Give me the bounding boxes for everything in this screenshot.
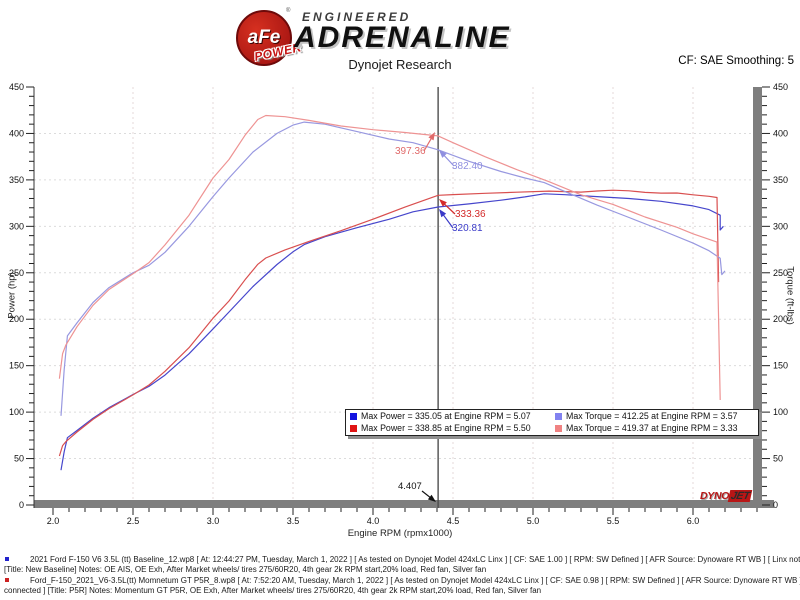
svg-text:4.0: 4.0 (367, 516, 380, 526)
legend-box[interactable]: Max Power = 335.05 at Engine RPM = 5.07 … (345, 409, 759, 436)
dynojet-logo-jet: JET (727, 490, 753, 502)
y-axis-ticks: 0 0 50 50 100 100 150 150 200 200 250 250 300 300 350 3… (9, 82, 788, 510)
afe-filter-icon: aFe (236, 10, 292, 66)
adrenaline-text: ADRENALINE (294, 21, 511, 54)
svg-text:100: 100 (9, 407, 24, 417)
legend-text: Max Torque = 412.25 at Engine RPM = 3.57 (566, 411, 738, 421)
afe-power-logo: aFe ® POWER ENGINEERED ADRENALINE (228, 4, 588, 66)
baseline-run-info-line2: [Title: New Baseline] Notes: OE AIS, OE … (4, 565, 487, 574)
afe-logo-text: aFe (247, 27, 281, 48)
svg-text:150: 150 (9, 361, 24, 371)
svg-text:6.0: 6.0 (687, 516, 700, 526)
legend-text: Max Power = 338.85 at Engine RPM = 5.50 (361, 423, 531, 433)
gridlines (34, 87, 753, 500)
p5r-torque-curve (58, 114, 721, 401)
annotation-arrow-cursor (421, 490, 436, 502)
svg-text:300: 300 (9, 221, 24, 231)
dynojet-logo-dyno: DYNO (700, 490, 730, 502)
p5r-power-curve (58, 189, 720, 457)
right-axis-bar (753, 87, 762, 508)
svg-text:50: 50 (14, 454, 24, 464)
svg-text:400: 400 (9, 128, 24, 138)
svg-text:300: 300 (773, 221, 788, 231)
svg-text:4.5: 4.5 (447, 516, 460, 526)
svg-text:150: 150 (773, 361, 788, 371)
p5r-power-swatch (350, 424, 357, 432)
svg-text:3.0: 3.0 (207, 516, 220, 526)
annotation-arrow-power-blue (439, 209, 454, 229)
svg-text:250: 250 (9, 268, 24, 278)
baseline-run-bullet (5, 557, 9, 561)
svg-text:5.0: 5.0 (527, 516, 540, 526)
svg-text:450: 450 (9, 82, 24, 92)
annotation-arrow-torque-red (423, 132, 435, 152)
p5r-run-info-line2: connected ] [Title: P5R] Notes: Momentum… (4, 586, 542, 595)
p5r-torque-swatch (555, 424, 562, 432)
svg-text:350: 350 (773, 175, 788, 185)
svg-text:100: 100 (773, 407, 788, 417)
baseline-power-swatch (350, 412, 357, 420)
annotation-arrow-torque-blue (439, 150, 455, 167)
svg-text:400: 400 (773, 128, 788, 138)
x-axis-title: Engine RPM (rpmx1000) (347, 528, 453, 539)
svg-text:450: 450 (773, 82, 788, 92)
p5r-run-bullet (5, 578, 9, 582)
registered-mark: ® (286, 8, 291, 14)
legend-item-max-power-baseline: Max Power = 335.05 at Engine RPM = 5.07 (350, 411, 555, 421)
legend-item-max-torque-p5r: Max Torque = 419.37 at Engine RPM = 3.33 (555, 423, 754, 433)
annotation-arrow-power-red (439, 199, 456, 215)
annotation-torque-baseline: 382.40 (452, 161, 483, 172)
legend-text: Max Power = 335.05 at Engine RPM = 5.07 (361, 411, 531, 421)
cursor-rpm-label: 4.407 (398, 481, 422, 492)
dynojet-logo: DYNOJET (700, 490, 753, 502)
smoothing-label: CF: SAE Smoothing: 5 (678, 55, 794, 67)
x-axis-bar (34, 500, 774, 508)
baseline-torque-curve (60, 121, 726, 416)
engineered-text: ENGINEERED (302, 10, 412, 24)
annotation-power-p5r: 333.36 (455, 209, 486, 220)
svg-text:200: 200 (9, 314, 24, 324)
svg-text:50: 50 (773, 454, 783, 464)
svg-text:2.0: 2.0 (47, 516, 60, 526)
p5r-run-info-line1: Ford_F-150_2021_V6-3.5L(tt) Momnetum GT … (30, 576, 800, 585)
annotation-torque-p5r: 397.36 (395, 146, 426, 157)
svg-text:2.5: 2.5 (127, 516, 140, 526)
svg-text:3.5: 3.5 (287, 516, 300, 526)
svg-text:5.5: 5.5 (607, 516, 620, 526)
svg-text:200: 200 (773, 314, 788, 324)
svg-text:250: 250 (773, 268, 788, 278)
svg-text:0: 0 (19, 500, 24, 510)
baseline-torque-swatch (555, 412, 562, 420)
svg-text:350: 350 (9, 175, 24, 185)
y-axis-title-power: Power (hp) (6, 272, 18, 319)
legend-text: Max Torque = 419.37 at Engine RPM = 3.33 (566, 423, 738, 433)
chart-title: Dynojet Research (348, 57, 452, 72)
annotation-power-baseline: 320.81 (452, 223, 483, 234)
y-axis-title-torque: Torque (ft-lbs) (784, 266, 796, 325)
baseline-run-info-line1: 2021 Ford F-150 V6 3.5L (tt) Baseline_12… (30, 555, 800, 564)
legend-item-max-torque-baseline: Max Torque = 412.25 at Engine RPM = 3.57 (555, 411, 754, 421)
legend-item-max-power-p5r: Max Power = 338.85 at Engine RPM = 5.50 (350, 423, 555, 433)
svg-text:0: 0 (773, 500, 778, 510)
x-axis-ticks: 2.0 2.5 3.0 3.5 4.0 4.5 5.0 5.5 6.0 (47, 508, 758, 526)
